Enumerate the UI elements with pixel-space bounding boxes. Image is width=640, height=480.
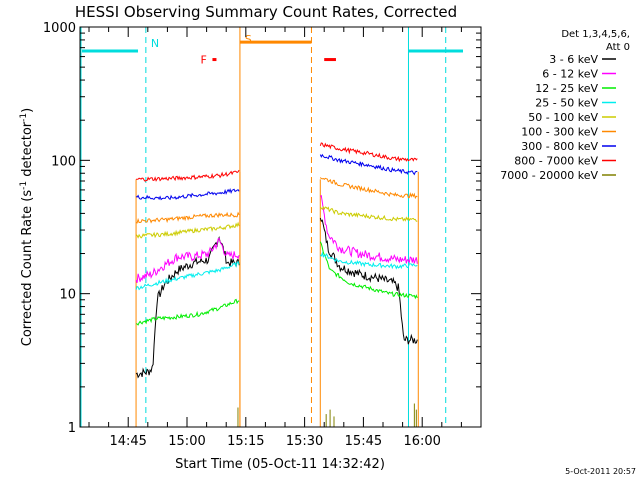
series-line-3 (319, 241, 418, 300)
legend-entry-label: 300 - 800 keV (521, 140, 598, 153)
flare-marker-label: F (200, 54, 206, 67)
series-line-4 (135, 260, 240, 291)
legend-entry-label: 100 - 300 keV (521, 126, 598, 139)
x-tick-label: 15:15 (227, 434, 264, 449)
legend-entry-label: 50 - 100 keV (528, 111, 598, 124)
series-line-5 (135, 221, 240, 239)
series-line-4 (319, 251, 418, 270)
series-line-8 (319, 142, 418, 163)
series-line-1 (319, 217, 418, 345)
series-line-2 (320, 194, 418, 264)
legend-entry-label: 12 - 25 keV (535, 82, 598, 95)
series-line-2 (135, 237, 240, 283)
series-line-7 (319, 153, 418, 176)
legend-entry-label: 25 - 50 keV (535, 97, 598, 110)
x-axis-label: Start Time (05-Oct-11 14:32:42) (175, 457, 385, 472)
legend-entry-label: 6 - 12 keV (542, 68, 598, 81)
legend-title: Det 1,3,4,5,6, (561, 29, 630, 40)
axis-layer: 1 10 100 1000 14:45 15:00 15:15 15:30 15:45 16:00 (43, 21, 481, 449)
date-stamp: 5-Oct-2011 20:57 (565, 467, 636, 476)
y-axis-label-close: ) (20, 108, 35, 113)
plot-frame (79, 26, 482, 428)
x-tick-label: 15:00 (168, 434, 205, 449)
y-tick-label: 1 (68, 421, 76, 436)
x-tick-label: 16:00 (403, 434, 440, 449)
y-tick-label: 1000 (43, 21, 76, 36)
y-axis-label-exp2: -1 (19, 113, 29, 122)
series-line-6 (135, 211, 240, 224)
series-line-5 (320, 205, 418, 222)
series-line-1 (135, 236, 240, 379)
chart-title: HESSI Observing Summary Count Rates, Cor… (75, 3, 457, 21)
saa-marker-label: S (245, 33, 252, 46)
y-tick-label: 100 (51, 154, 76, 169)
y-axis-label-main: Corrected Count Rate (s (20, 190, 35, 347)
series-line-8 (136, 169, 240, 182)
night-marker-label: N (151, 37, 159, 50)
series-line-7 (135, 187, 240, 201)
x-tick-label: 15:45 (345, 434, 382, 449)
x-tick-label: 14:45 (109, 434, 146, 449)
legend-entry-label: 800 - 7000 keV (514, 155, 598, 168)
y-axis-label-mid: detector (20, 121, 35, 181)
series-line-6 (319, 177, 418, 200)
legend-entry-label: 3 - 6 keV (549, 53, 598, 66)
x-tick-label: 15:30 (286, 434, 323, 449)
legend-entry-label: 7000 - 20000 keV (500, 169, 598, 182)
y-tick-label: 10 (59, 288, 76, 303)
data-layer: N S F (80, 27, 463, 427)
legend-title: Att 0 (606, 42, 630, 53)
legend: Det 1,3,4,5,6, Att 0 3 - 6 keV 6 - 12 keV12… (500, 29, 630, 182)
series-line-3 (136, 298, 240, 326)
y-axis-label-exp1: -1 (19, 181, 29, 190)
y-axis-label: Corrected Count Rate (s-1 detector-1) (19, 108, 35, 346)
